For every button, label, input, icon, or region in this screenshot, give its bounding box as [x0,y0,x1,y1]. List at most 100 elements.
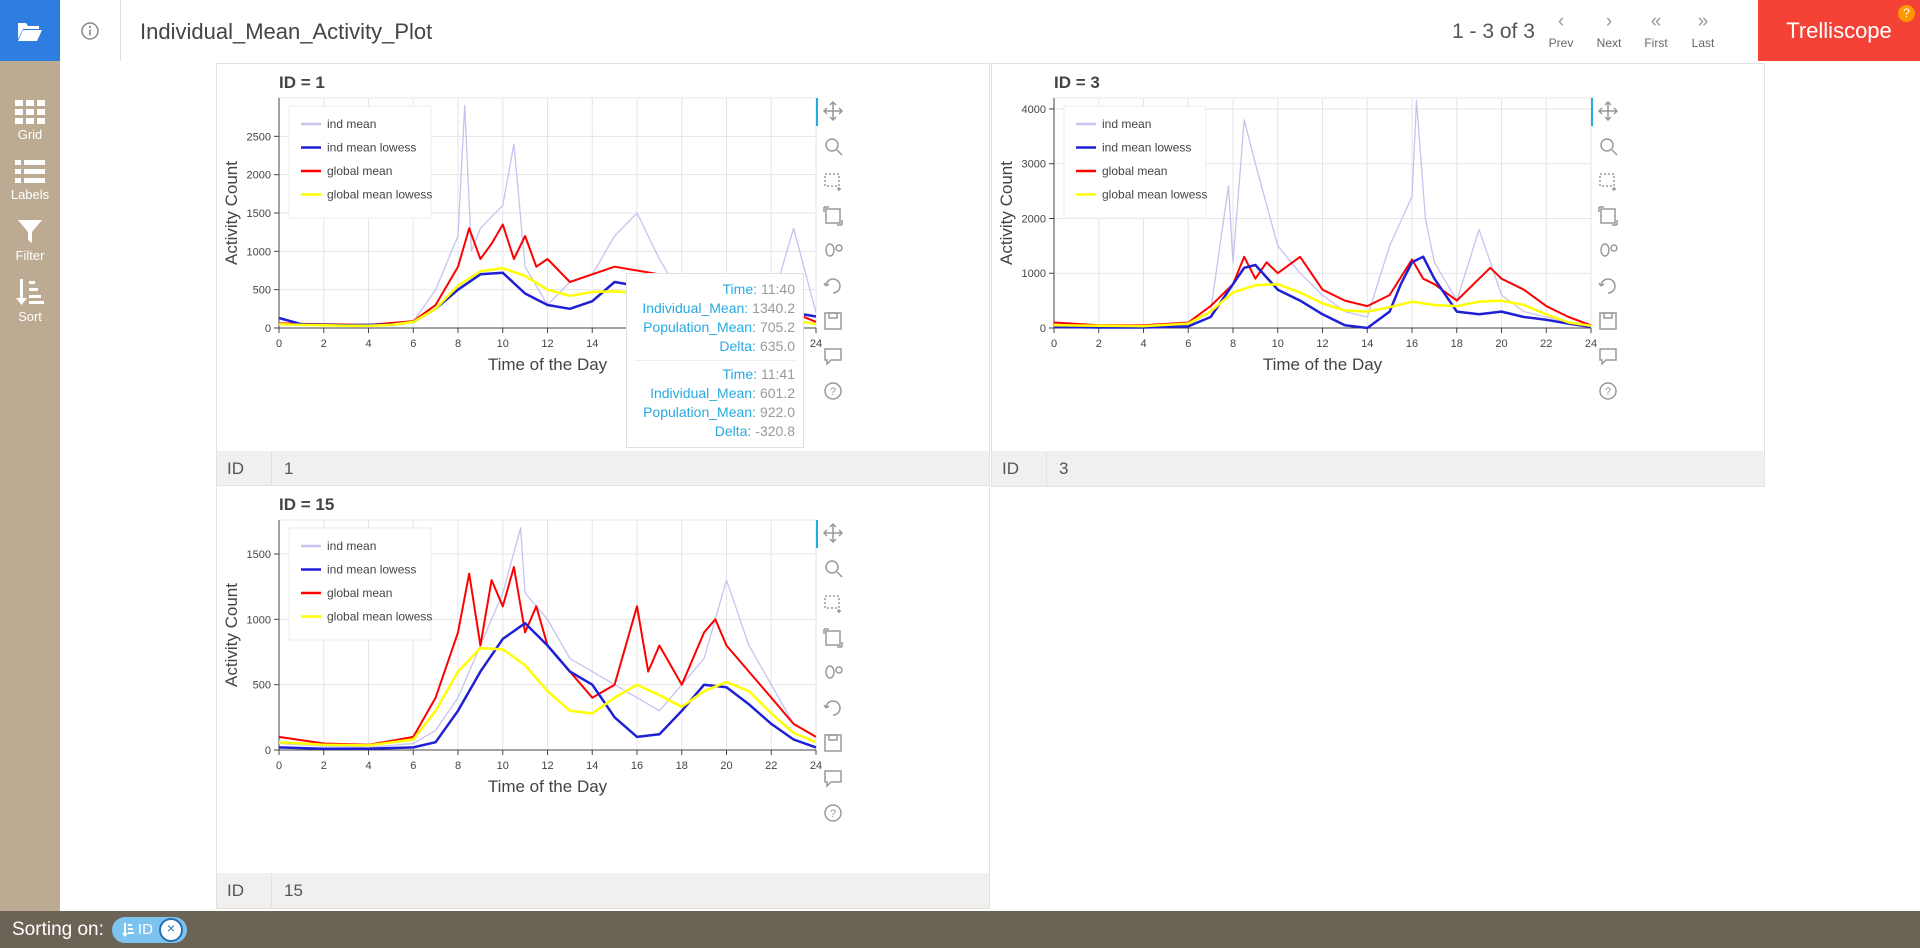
help-badge[interactable]: ? [1898,5,1915,22]
plot-id-15[interactable]: ID = 150 2 4 6 8 10 12 14 16 18 20 22 24050010001500… [217,486,989,873]
y-tick-label: 1000 [1022,268,1046,280]
plot-id-3[interactable]: ID = 30 2 4 6 8 10 12 14 16 18 20 22 240100020003000… [992,64,1764,451]
y-tick-label: 2000 [247,170,271,182]
panel-id-1: ID = 10246810121416182022240500100015002… [216,63,990,487]
prev-page-button[interactable]: ‹ Prev [1538,11,1584,51]
lasso-shape [825,665,835,679]
filter-icon [18,220,42,243]
hover-icon[interactable] [1599,348,1617,366]
box-zoom-icon[interactable] [823,628,843,648]
chart-legend: ind mean ind mean lowess global mean global… [1063,105,1207,219]
lasso-shape [825,243,835,257]
plus-shape [837,609,841,613]
y-axis-label: Activity Count [222,583,241,687]
x-tick-label: 6 [410,338,416,350]
sort-chip-id[interactable]: ID × [111,916,187,943]
lasso-knot [1610,244,1618,252]
x-tick-label: 0 [276,338,282,350]
legend-label: ind mean [1102,117,1151,131]
save-icon[interactable] [824,312,842,330]
sidebar: Grid Labels Filter Sort [0,61,60,911]
folder-open-icon [18,22,42,41]
box-zoom-icon[interactable] [1598,206,1618,226]
series-line-global-mean-lowess [1053,282,1592,328]
sidebar-item-filter[interactable]: Filter [0,211,60,271]
tooltip-row: Population_Mean: 705.2 [643,319,795,335]
x-tick-label: 14 [586,338,598,350]
x-tick-label: 12 [1316,338,1328,350]
tooltip-row: Time: 11:40 [722,281,795,297]
pan-icon[interactable] [1597,100,1619,122]
last-page-button[interactable]: » Last [1680,12,1726,51]
panel-id-15: ID = 15 0 2 4 6 8 10 12 14 16 18 20 22 24 0 500 1000 1500… [216,485,990,909]
legend-label: ind mean [327,117,376,131]
save-icon[interactable] [824,734,842,752]
plus-shape [837,187,841,191]
box-select-icon[interactable] [824,173,841,191]
sort-icon [16,279,44,305]
chevron-right-icon: › [1605,11,1613,32]
lasso-shape [1600,243,1610,257]
magnifier-shape [825,138,839,152]
hover-icon[interactable] [824,348,842,366]
legend-label: global mean [327,586,392,600]
help-icon[interactable]: ? [824,382,842,400]
y-axis-label: Activity Count [997,161,1016,265]
lasso-icon[interactable] [1600,243,1618,257]
x-tick-label: 2 [321,338,327,350]
pan-icon[interactable] [822,100,844,122]
sidebar-item-sort[interactable]: Sort [0,271,60,331]
y-tick-label: 500 [253,285,271,297]
x-tick-label: 14 [1361,338,1373,350]
x-tick-label: 4 [365,760,371,772]
x-tick-label: 2 [321,760,327,772]
double-chevron-left-icon: « [1650,11,1662,32]
x-axis-label: Time of the Day [1263,355,1383,374]
help-icon[interactable]: ? [1599,382,1617,400]
magnifier-handle [836,149,843,156]
wheel-zoom-icon[interactable] [825,138,843,156]
panel-label: ID 3 [992,451,1764,486]
series-line-global-mean-lowess [278,646,817,747]
box-select-shape [1599,173,1615,187]
x-tick-label: 2 [1096,338,1102,350]
reset-icon[interactable] [1598,278,1616,294]
trelliscope-brand-button[interactable]: Trelliscope ? [1758,0,1920,61]
panel-label: ID 1 [217,451,989,486]
box-select-icon[interactable] [1599,173,1616,191]
remove-sort-icon[interactable]: × [158,917,183,942]
reset-icon[interactable] [823,278,841,294]
open-display-button[interactable] [0,0,60,61]
save-icon[interactable] [1599,312,1617,330]
series-line-ind-mean-lowess [278,621,817,750]
panel-label: ID 15 [217,873,989,908]
panel-label-key: ID [217,451,272,486]
pan-icon-shape [822,522,844,544]
wheel-zoom-icon[interactable] [1600,138,1618,156]
sorting-label: Sorting on: [12,918,104,940]
display-info-button[interactable] [60,0,121,61]
lasso-icon[interactable] [825,243,843,257]
hover-bubble-shape [824,770,842,788]
first-page-button[interactable]: « First [1633,11,1679,51]
chevron-left-icon: ‹ [1557,11,1565,32]
save-shape [824,734,842,752]
hover-icon[interactable] [824,770,842,788]
wheel-zoom-icon[interactable] [825,560,843,578]
active-tool-indicator [1591,98,1593,126]
sidebar-item-labels[interactable]: Labels [0,151,60,211]
sidebar-item-grid[interactable]: Grid [0,91,60,151]
box-zoom-icon[interactable] [823,206,843,226]
plot-id-1[interactable]: ID = 10246810121416182022240500100015002… [217,64,989,451]
pan-icon[interactable] [822,522,844,544]
next-page-button[interactable]: › Next [1586,11,1632,51]
panel-grid: ID = 10246810121416182022240500100015002… [60,61,1920,911]
lasso-icon[interactable] [825,665,843,679]
sort-ascending-icon [121,922,134,937]
x-tick-label: 22 [765,760,777,772]
help-icon[interactable]: ? [824,804,842,822]
x-tick-label: 10 [497,338,509,350]
y-tick-label: 1000 [247,614,271,626]
box-select-icon[interactable] [824,595,841,613]
reset-icon[interactable] [823,700,841,716]
